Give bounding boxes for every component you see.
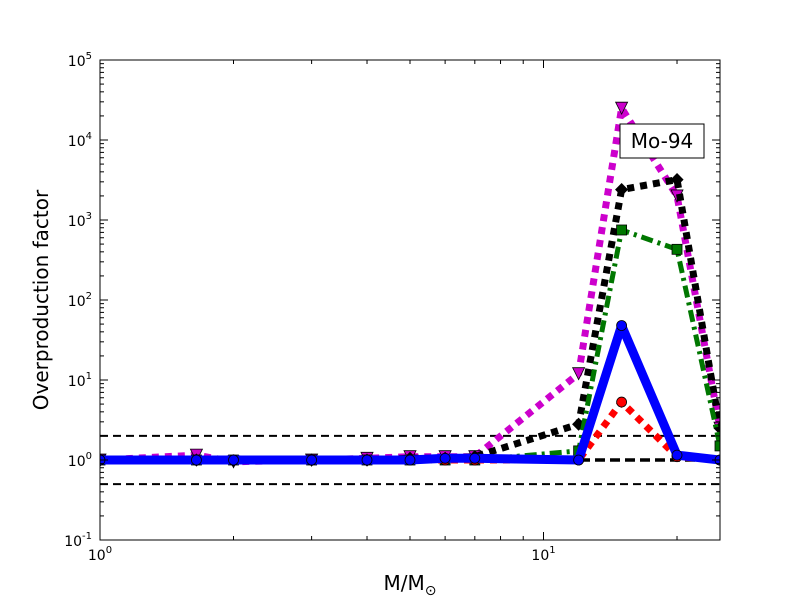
series-line [100, 321, 720, 465]
x-axis-label: M/M⊙ [384, 571, 437, 599]
series-point [571, 367, 586, 381]
y-tick-label: 105 [68, 51, 92, 70]
y-tick-label: 103 [68, 211, 92, 230]
series-point [616, 224, 628, 236]
y-tick-label: 104 [68, 131, 92, 150]
x-axis-label-main: M/M [384, 571, 425, 595]
series-point [670, 173, 684, 187]
x-axis-label-sub: ⊙ [425, 583, 437, 599]
annotation-box: Mo-94 [619, 123, 705, 159]
series-point [671, 243, 683, 255]
series-point [671, 449, 683, 461]
series-point [439, 452, 451, 464]
series-point [573, 454, 585, 466]
x-tick-label: 100 [88, 545, 112, 564]
series-point [306, 454, 318, 466]
series-point [469, 452, 481, 464]
series-point [191, 454, 202, 466]
annotation-text: Mo-94 [631, 129, 694, 153]
series-point [228, 454, 239, 466]
series-point [714, 440, 720, 452]
y-tick-label: 100 [68, 451, 92, 470]
series-layer [100, 101, 720, 469]
series-point [616, 320, 628, 331]
series-point [404, 454, 416, 466]
axis-ticks [99, 59, 720, 541]
y-tick-label: 102 [68, 291, 92, 310]
y-tick-label: 10-1 [64, 531, 92, 550]
series-point [615, 183, 629, 197]
x-tick-label: 101 [531, 545, 555, 564]
plot-frame [99, 59, 721, 541]
series-point [614, 101, 629, 116]
series-point [361, 454, 373, 466]
y-tick-label: 101 [68, 371, 92, 390]
y-axis-label: Overproduction factor [29, 189, 53, 410]
series-point [616, 396, 628, 408]
